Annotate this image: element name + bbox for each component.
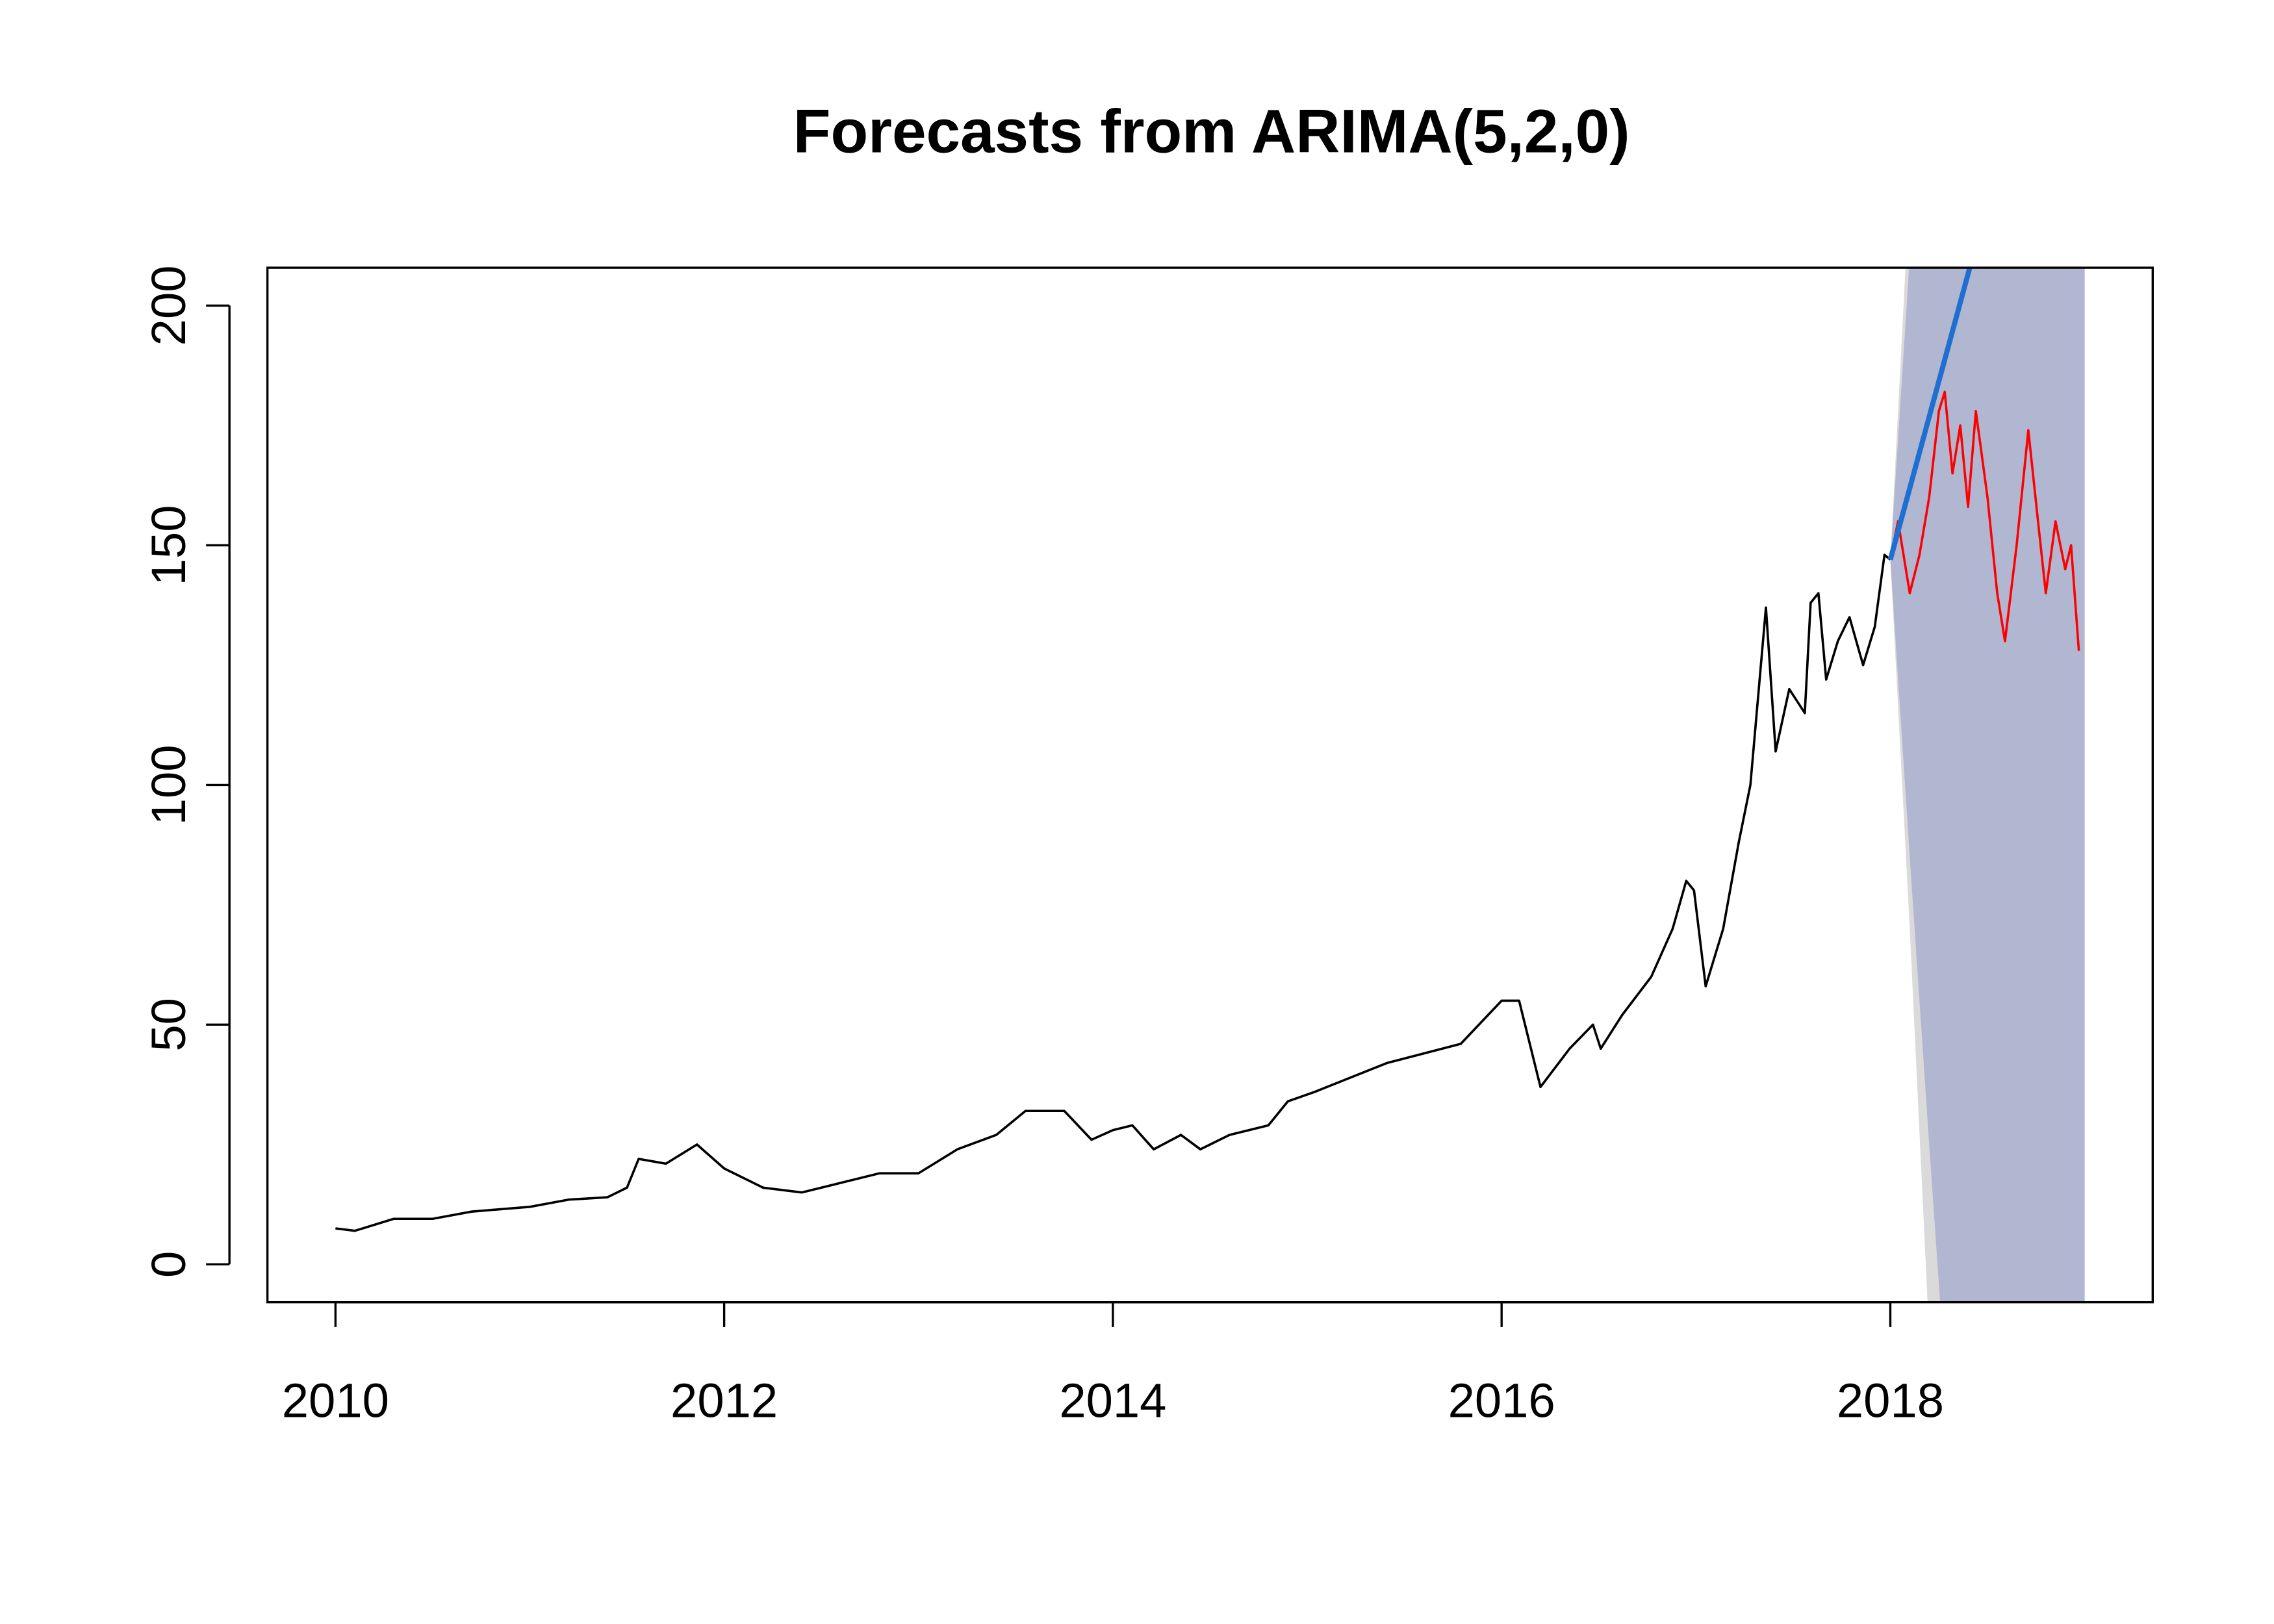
series-line bbox=[335, 553, 1891, 1232]
y-tick-label: 0 bbox=[142, 1251, 196, 1278]
x-tick-label: 2010 bbox=[282, 1374, 389, 1428]
y-tick-label: 200 bbox=[142, 265, 196, 346]
x-tick-label: 2018 bbox=[1837, 1374, 1944, 1428]
plot-area bbox=[335, 268, 2085, 1302]
y-tick-label: 150 bbox=[142, 505, 196, 585]
y-tick-label: 100 bbox=[142, 744, 196, 825]
plot-frame bbox=[266, 266, 2154, 1304]
chart-title: Forecasts from ARIMA(5,2,0) bbox=[793, 97, 1630, 166]
x-tick-label: 2014 bbox=[1059, 1374, 1166, 1428]
series-line bbox=[1887, 268, 1973, 561]
x-tick-label: 2012 bbox=[671, 1374, 778, 1428]
prediction-interval bbox=[1890, 268, 2085, 1302]
y-tick-label: 50 bbox=[142, 998, 196, 1052]
series-line bbox=[1889, 390, 2080, 651]
x-tick-label: 2016 bbox=[1448, 1374, 1555, 1428]
